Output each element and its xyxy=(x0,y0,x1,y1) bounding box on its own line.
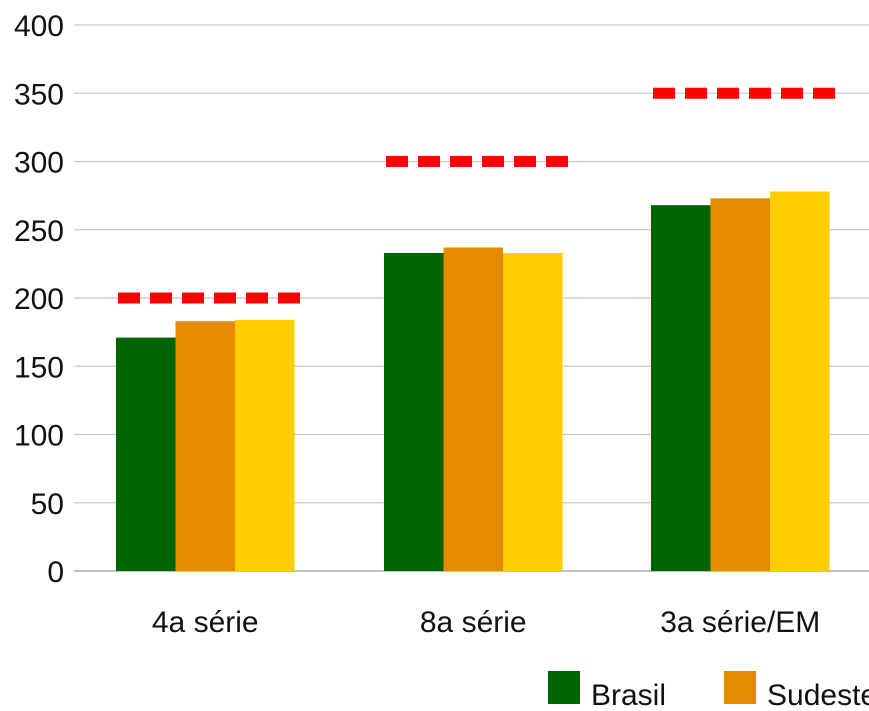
y-tick-label: 50 xyxy=(31,488,64,521)
x-category-label: 8a série xyxy=(420,606,527,639)
y-tick-label: 200 xyxy=(14,283,64,316)
bar-brasil xyxy=(116,337,176,571)
bar-series-3 xyxy=(503,252,563,571)
x-category-label: 4a série xyxy=(152,606,259,639)
legend-label: Brasil xyxy=(591,679,666,711)
bar-sudeste xyxy=(443,247,503,571)
y-tick-label: 250 xyxy=(14,215,64,248)
bars xyxy=(116,191,830,572)
y-axis: 0 50 100 150 200 250 300 350 400 xyxy=(14,10,64,589)
legend-swatch xyxy=(548,671,580,704)
bar-brasil xyxy=(384,252,444,571)
x-category-label: 3a série/EM xyxy=(660,606,820,639)
legend-label: Sudeste xyxy=(767,679,869,711)
bar-brasil xyxy=(651,205,711,571)
bar-series-3 xyxy=(235,319,295,571)
x-axis: 4a série 8a série 3a série/EM xyxy=(152,606,820,639)
y-tick-label: 300 xyxy=(14,147,64,180)
bar-sudeste xyxy=(710,198,770,572)
legend: Brasil Sudeste xyxy=(548,671,869,711)
y-tick-label: 100 xyxy=(14,420,64,453)
bar-series-3 xyxy=(770,191,830,571)
y-tick-label: 400 xyxy=(14,10,64,43)
y-tick-label: 0 xyxy=(47,556,64,589)
legend-swatch xyxy=(724,671,756,704)
y-tick-label: 150 xyxy=(14,351,64,384)
y-tick-label: 350 xyxy=(14,78,64,111)
bar-sudeste xyxy=(175,321,235,571)
